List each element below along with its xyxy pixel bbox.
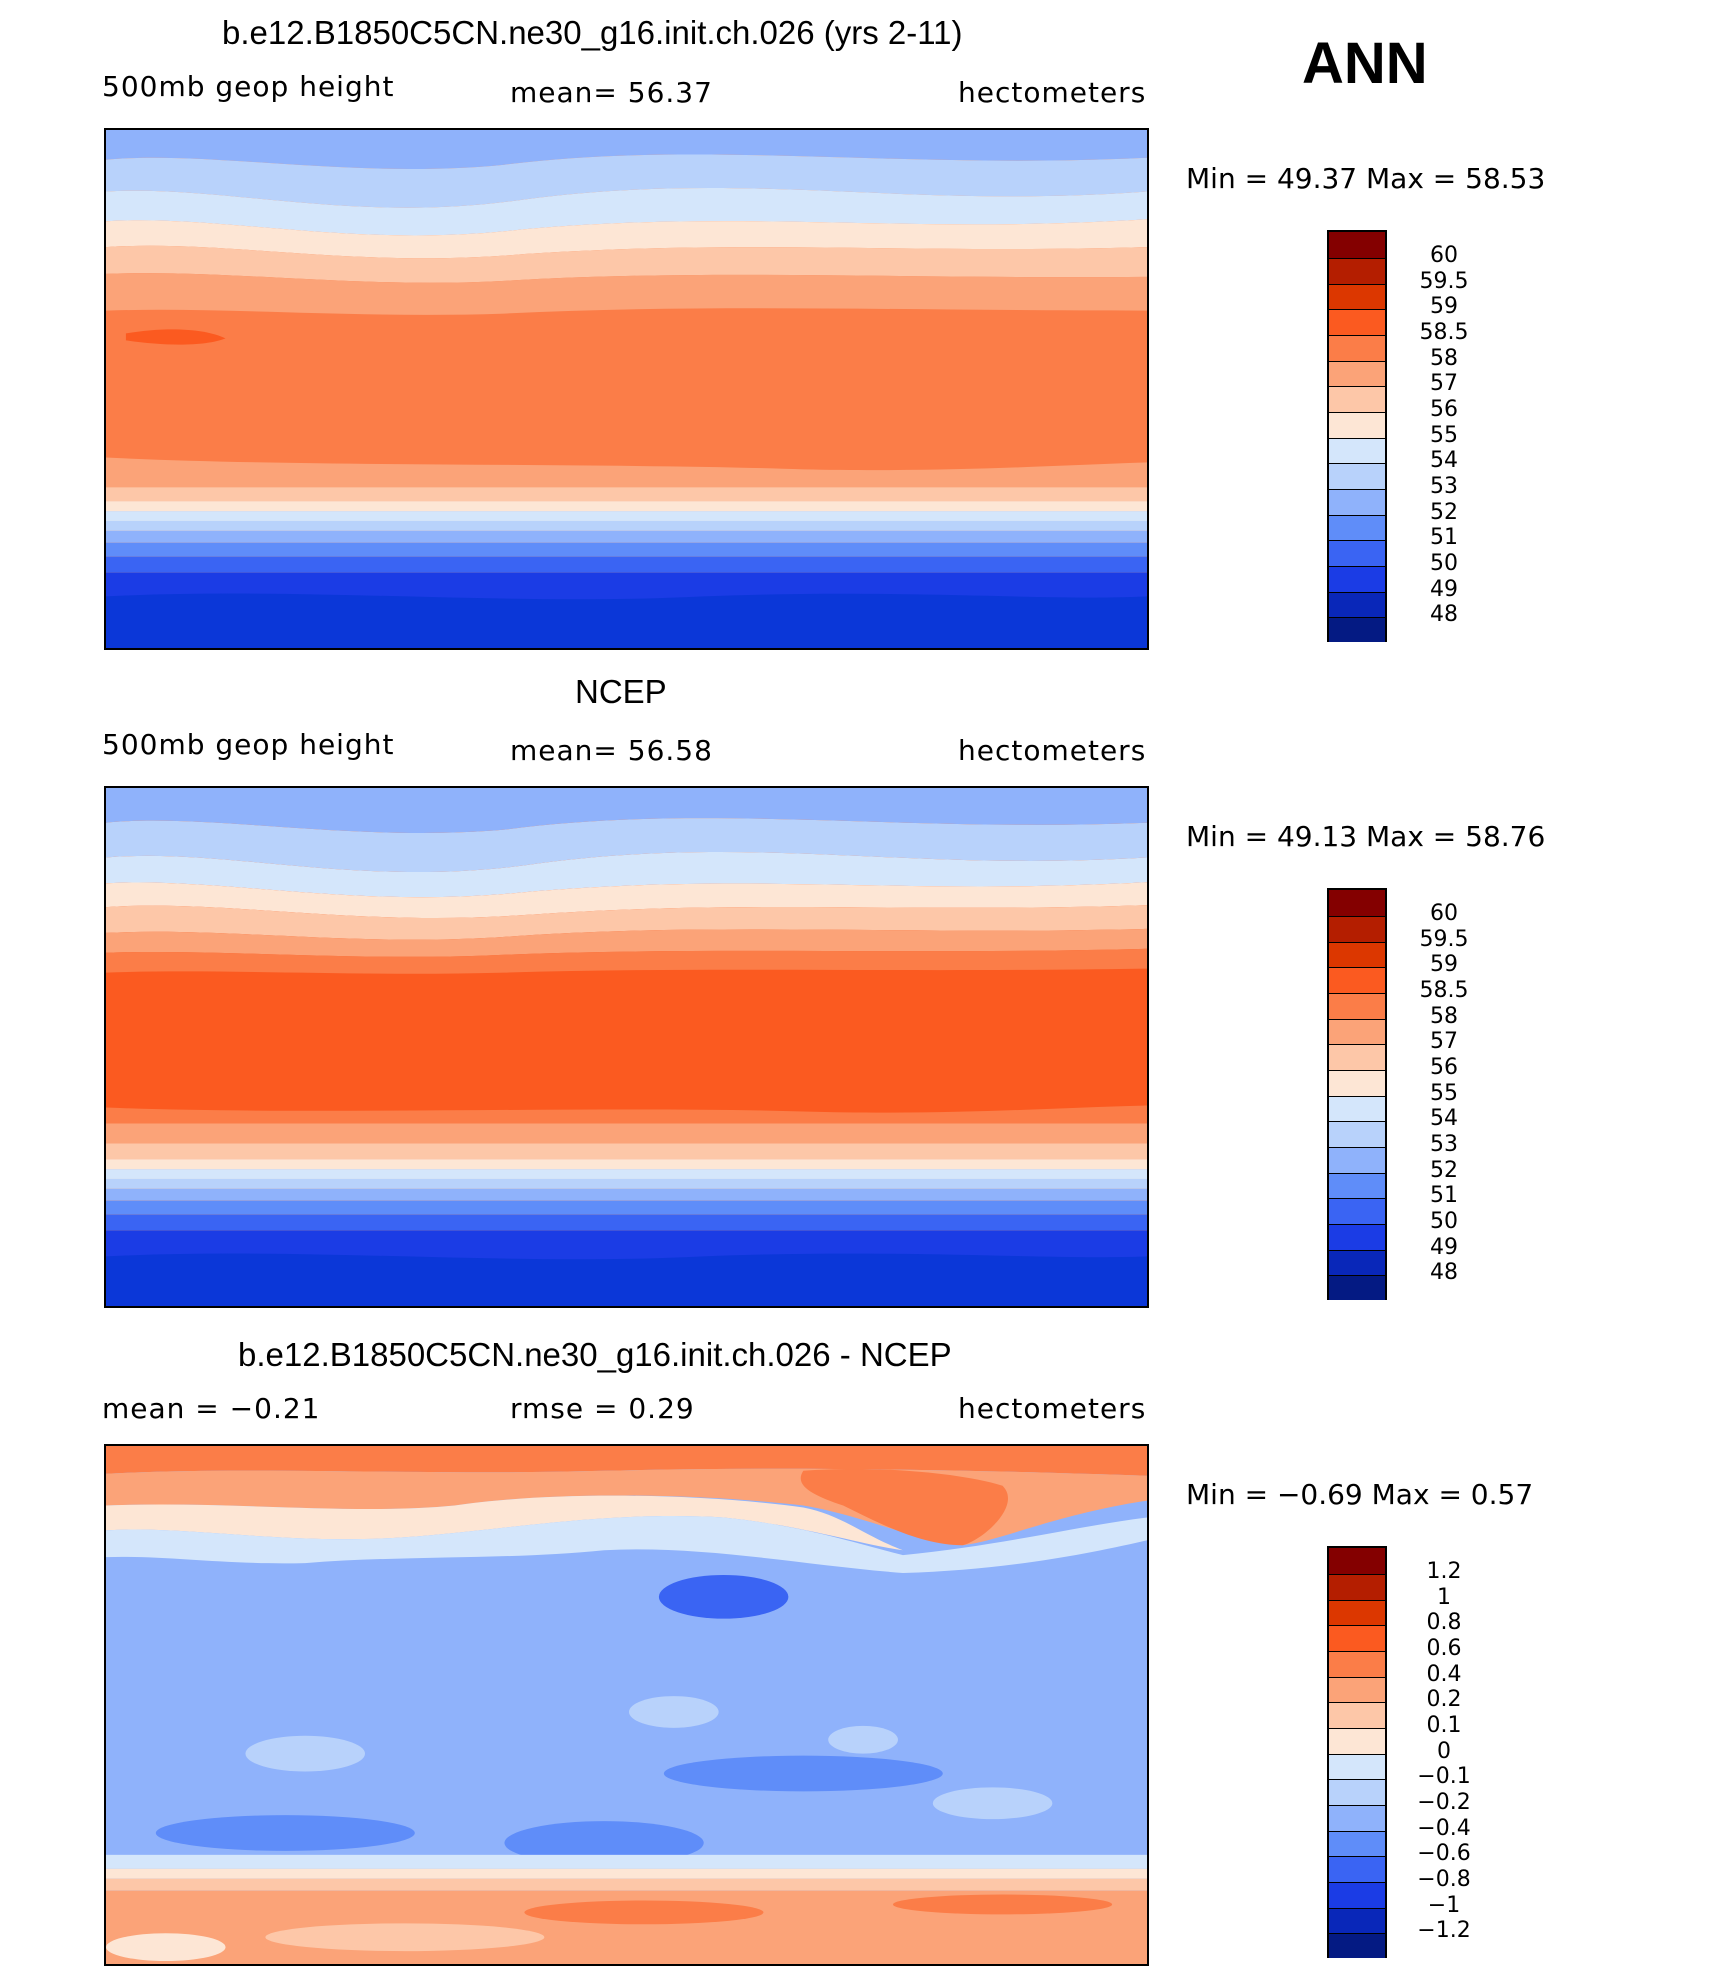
colorbar-tick: 1 (1437, 1585, 1451, 1610)
colorbar-tick: −0.1 (1417, 1764, 1471, 1789)
colorbar-tick: 55 (1430, 1081, 1458, 1106)
map-obs (104, 786, 1149, 1308)
colorbar-tick: 59.5 (1419, 269, 1469, 294)
colorbar-tick: −0.2 (1417, 1790, 1471, 1815)
colorbar-tick: 59.5 (1419, 927, 1469, 952)
colorbar-diff (1327, 1546, 1387, 1958)
rmse-label-diff: rmse = 0.29 (510, 1392, 695, 1425)
units-label-model: hectometers (958, 76, 1147, 109)
colorbar-tick: 51 (1430, 525, 1458, 550)
colorbar-tick: 56 (1430, 397, 1458, 422)
colorbar-tick: 52 (1430, 1158, 1458, 1183)
panel-title-diff: b.e12.B1850C5CN.ne30_g16.init.ch.026 - N… (238, 1336, 952, 1373)
variable-label-obs: 500mb geop height (102, 728, 395, 761)
colorbar-tick: 49 (1430, 1235, 1458, 1260)
colorbar-tick: −0.4 (1417, 1816, 1471, 1841)
colorbar-tick: 0.6 (1426, 1636, 1462, 1661)
colorbar-tick: 48 (1430, 1260, 1458, 1285)
colorbar-tick: 56 (1430, 1055, 1458, 1080)
colorbar-tick: 53 (1430, 474, 1458, 499)
colorbar-tick: −1.2 (1417, 1918, 1471, 1943)
colorbar-tick: 0.8 (1426, 1610, 1462, 1635)
colorbar-tick: 0 (1437, 1739, 1451, 1764)
colorbar-tick: 60 (1430, 901, 1458, 926)
colorbar-tick: 59 (1430, 952, 1458, 977)
colorbar-tick: 60 (1430, 243, 1458, 268)
colorbar-tick: 57 (1430, 1029, 1458, 1054)
colorbar-tick: −0.6 (1417, 1841, 1471, 1866)
colorbar-tick: 59 (1430, 294, 1458, 319)
minmax-label-obs: Min = 49.13 Max = 58.76 (1186, 820, 1546, 853)
units-label-diff: hectometers (958, 1392, 1147, 1425)
colorbar-tick: 58 (1430, 1004, 1458, 1029)
colorbar-obs (1327, 888, 1387, 1300)
colorbar-tick: 50 (1430, 551, 1458, 576)
mean-label-model: mean= 56.37 (510, 76, 713, 109)
colorbar-model (1327, 230, 1387, 642)
colorbar-tick: 48 (1430, 602, 1458, 627)
colorbar-tick: 49 (1430, 577, 1458, 602)
panel-title-model: b.e12.B1850C5CN.ne30_g16.init.ch.026 (yr… (222, 14, 963, 51)
map-model (104, 128, 1149, 650)
mean-label-diff: mean = −0.21 (102, 1392, 321, 1425)
colorbar-tick: 0.2 (1426, 1687, 1462, 1712)
mean-label-obs: mean= 56.58 (510, 734, 713, 767)
colorbar-tick: 58.5 (1419, 978, 1469, 1003)
colorbar-tick: 54 (1430, 448, 1458, 473)
colorbar-tick: 53 (1430, 1132, 1458, 1157)
colorbar-tick: −0.8 (1417, 1867, 1471, 1892)
colorbar-tick: 1.2 (1426, 1559, 1462, 1584)
colorbar-tick: −1 (1427, 1893, 1461, 1918)
colorbar-tick: 54 (1430, 1106, 1458, 1131)
colorbar-tick: 58 (1430, 346, 1458, 371)
colorbar-tick: 57 (1430, 371, 1458, 396)
variable-label-model: 500mb geop height (102, 70, 395, 103)
minmax-label-model: Min = 49.37 Max = 58.53 (1186, 162, 1546, 195)
panel-title-obs: NCEP (575, 673, 667, 710)
colorbar-tick: 50 (1430, 1209, 1458, 1234)
colorbar-tick: 0.1 (1426, 1713, 1462, 1738)
season-label: ANN (1302, 31, 1428, 96)
colorbar-tick: 52 (1430, 500, 1458, 525)
colorbar-tick: 51 (1430, 1183, 1458, 1208)
colorbar-tick: 55 (1430, 423, 1458, 448)
minmax-label-diff: Min = −0.69 Max = 0.57 (1186, 1478, 1534, 1511)
colorbar-tick: 58.5 (1419, 320, 1469, 345)
map-diff (104, 1444, 1149, 1966)
units-label-obs: hectometers (958, 734, 1147, 767)
colorbar-tick: 0.4 (1426, 1662, 1462, 1687)
